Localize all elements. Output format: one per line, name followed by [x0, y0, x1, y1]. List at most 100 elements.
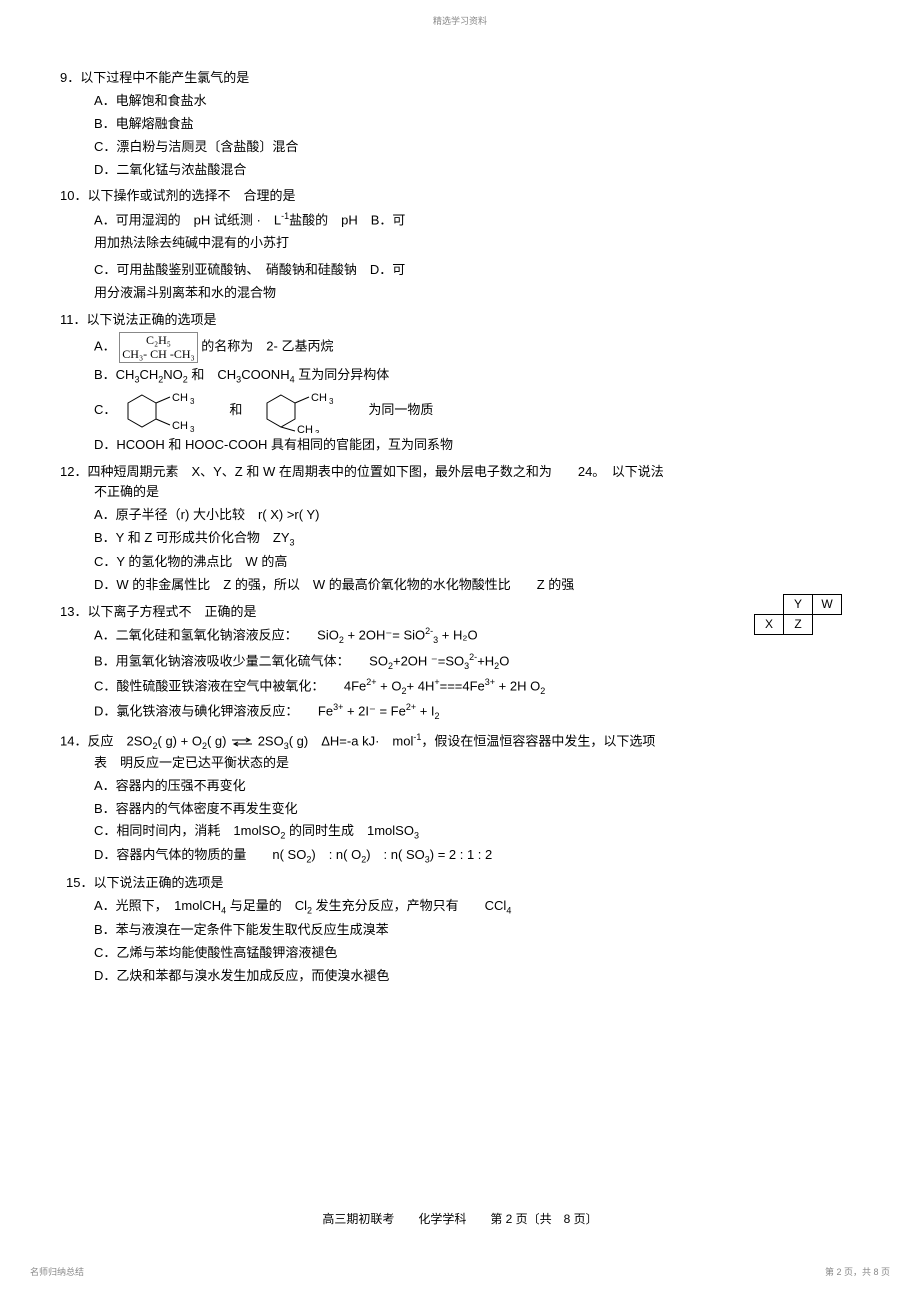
q15-opt-b: B．苯与液溴在一定条件下能发生取代反应生成溴苯	[94, 920, 860, 941]
q11-stem: 11．以下说法正确的选项是	[60, 310, 860, 331]
question-14: 14．反应 2SO2( g) + O2( g) 2SO3( g) ΔH=-a k…	[60, 730, 860, 868]
q12-opt-c: C．Y 的氢化物的沸点比 W 的高	[94, 552, 860, 573]
q9-opt-b: B．电解熔融食盐	[94, 114, 860, 135]
q14s-p6: ，假设在恒温恒容容器中发生，以下选项	[421, 733, 655, 748]
question-12: 12．四种短周期元素 X、Y、Z 和 W 在周期表中的位置如下图，最外层电子数之…	[60, 462, 860, 596]
q14-stem1: 14．反应 2SO2( g) + O2( g) 2SO3( g) ΔH=-a k…	[60, 730, 860, 753]
q15-opt-a: A．光照下， 1molCH4 与足量的 Cl2 发生充分反应，产物只有 CCl4	[94, 896, 860, 918]
q14d-p2: ) : n( O	[311, 847, 361, 862]
question-15: 15．以下说法正确的选项是 A．光照下， 1molCH4 与足量的 Cl2 发生…	[60, 873, 860, 986]
q10-line2: 用加热法除去纯碱中混有的小苏打	[94, 233, 860, 254]
footer-left: 名师归纳总结	[30, 1265, 84, 1279]
q12-opt-a: A．原子半径（r) 大小比较 r( X) >r( Y)	[94, 505, 860, 526]
structural-formula-a: C₂H₅ CH₃- CH -CH₃	[119, 332, 197, 362]
q15-opt-d: D．乙炔和苯都与溴水发生加成反应，而使溴水褪色	[94, 966, 860, 987]
cell-w: W	[813, 595, 842, 615]
q11b-p3: NO	[163, 367, 183, 382]
q14-stem2: 表 明反应一定已达平衡状态的是	[60, 753, 860, 774]
q9-stem: 9．以下过程中不能产生氯气的是	[60, 68, 860, 89]
q13d-p2: + 2I⁻ = Fe	[343, 704, 406, 719]
svg-text:3: 3	[329, 397, 334, 406]
question-10: 10．以下操作或试剂的选择不 合理的是 A．可用湿润的 pH 试纸测 · L-1…	[60, 186, 860, 303]
q15-stem: 15．以下说法正确的选项是	[60, 873, 860, 894]
q11c-mid: 和	[216, 400, 255, 421]
q10-a-pre: A．可用湿润的 pH 试纸测 · L	[94, 213, 281, 228]
q15-opt-c: C．乙烯与苯均能使酸性高锰酸钾溶液褪色	[94, 943, 860, 964]
q13a-p3: + H₂O	[438, 628, 477, 643]
q14s-p4: 2SO	[258, 733, 284, 748]
q11b-p1: B．CH	[94, 367, 134, 382]
q15a-p3: 发生充分反应，产物只有 CCl	[312, 898, 506, 913]
q14s-p3: ( g)	[207, 733, 230, 748]
equilibrium-arrow-icon	[230, 737, 254, 747]
q14d-p4: ) = 2 : 1 : 2	[430, 847, 493, 862]
q14d-p3: ) : n( SO	[366, 847, 425, 862]
q14c-p1: C．相同时间内，消耗 1molSO	[94, 823, 280, 838]
q11-opt-c: C． CH3 CH3 和 CH3 CH3 为同一物质	[94, 389, 860, 433]
q11-opt-b: B．CH3CH2NO2 和 CH3COONH4 互为同分异构体	[94, 365, 860, 387]
q13-opt-a: A．二氧化硅和氢氧化钠溶液反应： SiO2 + 2OH⁻= SiO2-3 + H…	[94, 624, 860, 647]
q13a-p2: + 2OH⁻= SiO	[344, 628, 425, 643]
q11b-p2: CH	[139, 367, 158, 382]
q12-stem1: 12．四种短周期元素 X、Y、Z 和 W 在周期表中的位置如下图，最外层电子数之…	[60, 462, 860, 483]
question-13: 13．以下离子方程式不 正确的是 A．二氧化硅和氢氧化钠溶液反应： SiO2 +…	[60, 602, 860, 724]
q11-a-suffix: 的名称为 2- 乙基丙烷	[201, 339, 333, 354]
q13-opt-b: B．用氢氧化钠溶液吸收少量二氧化硫气体： SO2+2OH ⁻=SO32-+H2O	[94, 650, 860, 673]
svg-text:3: 3	[190, 425, 195, 433]
top-header: 精选学习资料	[0, 0, 920, 28]
q11-opt-d: D．HCOOH 和 HOOC-COOH 具有相同的官能团，互为同系物	[94, 435, 860, 456]
q13b-p2: +2OH ⁻=SO	[393, 653, 464, 668]
q11-opt-a: A． C₂H₅ CH₃- CH -CH₃ 的名称为 2- 乙基丙烷	[94, 332, 860, 362]
q10-a-suf: 盐酸的 pH B．可	[289, 213, 405, 228]
q13d-p1: D．氯化铁溶液与碘化钾溶液反应： Fe	[94, 704, 333, 719]
svg-text:CH: CH	[297, 424, 313, 433]
q12-opt-d: D．W 的非金属性比 Z 的强，所以 W 的最高价氧化物的水化物酸性比 Z 的强	[94, 575, 860, 596]
q13d-p3: + I	[416, 704, 434, 719]
q14-opt-c: C．相同时间内，消耗 1molSO2 的同时生成 1molSO3	[94, 821, 860, 843]
q11b-p6: 互为同分异构体	[295, 367, 390, 382]
q14-opt-d: D．容器内气体的物质的量 n( SO2) : n( O2) : n( SO3) …	[94, 845, 860, 867]
q13c-p5: + 2H O	[495, 678, 540, 693]
page-footer: 高三期初联考 化学学科 第 2 页〔共 8 页〕	[0, 1210, 920, 1229]
q9-opt-a: A．电解饱和食盐水	[94, 91, 860, 112]
q14s-p5: ( g) ΔH=-a kJ· mol	[289, 733, 414, 748]
q11c-suf: 为同一物质	[355, 400, 433, 421]
q13a-p1: A．二氧化硅和氢氧化钠溶液反应： SiO	[94, 628, 339, 643]
q10-a-sup: -1	[281, 211, 289, 221]
svg-text:CH: CH	[311, 392, 327, 404]
cell-z: Z	[784, 615, 813, 635]
q11b-p4: 和 CH	[188, 367, 236, 382]
q14d-p1: D．容器内气体的物质的量 n( SO	[94, 847, 306, 862]
benzene-meta-icon: CH3 CH3	[259, 389, 351, 433]
q13c-p2: + O	[377, 678, 402, 693]
benzene-ortho-icon: CH3 CH3	[120, 389, 212, 433]
q14s-p1: 14．反应 2SO	[60, 733, 152, 748]
cell-y: Y	[784, 595, 813, 615]
q13c-p3: + 4H	[407, 678, 435, 693]
q10-stem: 10．以下操作或试剂的选择不 合理的是	[60, 186, 860, 207]
q10-opt-a: A．可用湿润的 pH 试纸测 · L-1盐酸的 pH B．可	[94, 209, 860, 231]
q15a-p1: A．光照下， 1molCH	[94, 898, 221, 913]
q12-stem2: 不正确的是	[60, 482, 860, 503]
svg-text:CH: CH	[172, 420, 188, 432]
q12b-text: B．Y 和 Z 可形成共价化合物 ZY	[94, 530, 290, 545]
svg-text:3: 3	[315, 429, 320, 433]
periodic-table-fragment: Y W X Z	[754, 594, 842, 635]
q13-opt-c: C．酸性硫酸亚铁溶液在空气中被氧化： 4Fe2+ + O2+ 4H+===4Fe…	[94, 675, 860, 698]
q11b-p5: COONH	[241, 367, 289, 382]
q13-opt-d: D．氯化铁溶液与碘化钾溶液反应： Fe3+ + 2I⁻ = Fe2+ + I2	[94, 700, 860, 723]
q14s-p2: ( g) + O	[158, 733, 202, 748]
q13b-p1: B．用氢氧化钠溶液吸收少量二氧化硫气体： SO	[94, 653, 388, 668]
q13-stem: 13．以下离子方程式不 正确的是	[60, 602, 860, 623]
q13b-p4: O	[499, 653, 509, 668]
formula-top: C₂H₅	[146, 333, 171, 347]
q15a-p2: 与足量的 Cl	[226, 898, 307, 913]
q10-opt-c: C．可用盐酸鉴别亚硫酸钠、 硝酸钠和硅酸钠 D．可	[94, 260, 860, 281]
q9-opt-c: C．漂白粉与洁厕灵〔含盐酸〕混合	[94, 137, 860, 158]
q13c-p4: ===4Fe	[440, 678, 485, 693]
question-11: 11．以下说法正确的选项是 A． C₂H₅ CH₃- CH -CH₃ 的名称为 …	[60, 310, 860, 456]
formula-bot: CH₃- CH -CH₃	[122, 347, 194, 361]
svg-text:CH: CH	[172, 392, 188, 404]
question-9: 9．以下过程中不能产生氯气的是 A．电解饱和食盐水 B．电解熔融食盐 C．漂白粉…	[60, 68, 860, 180]
exam-content: 9．以下过程中不能产生氯气的是 A．电解饱和食盐水 B．电解熔融食盐 C．漂白粉…	[0, 28, 920, 986]
